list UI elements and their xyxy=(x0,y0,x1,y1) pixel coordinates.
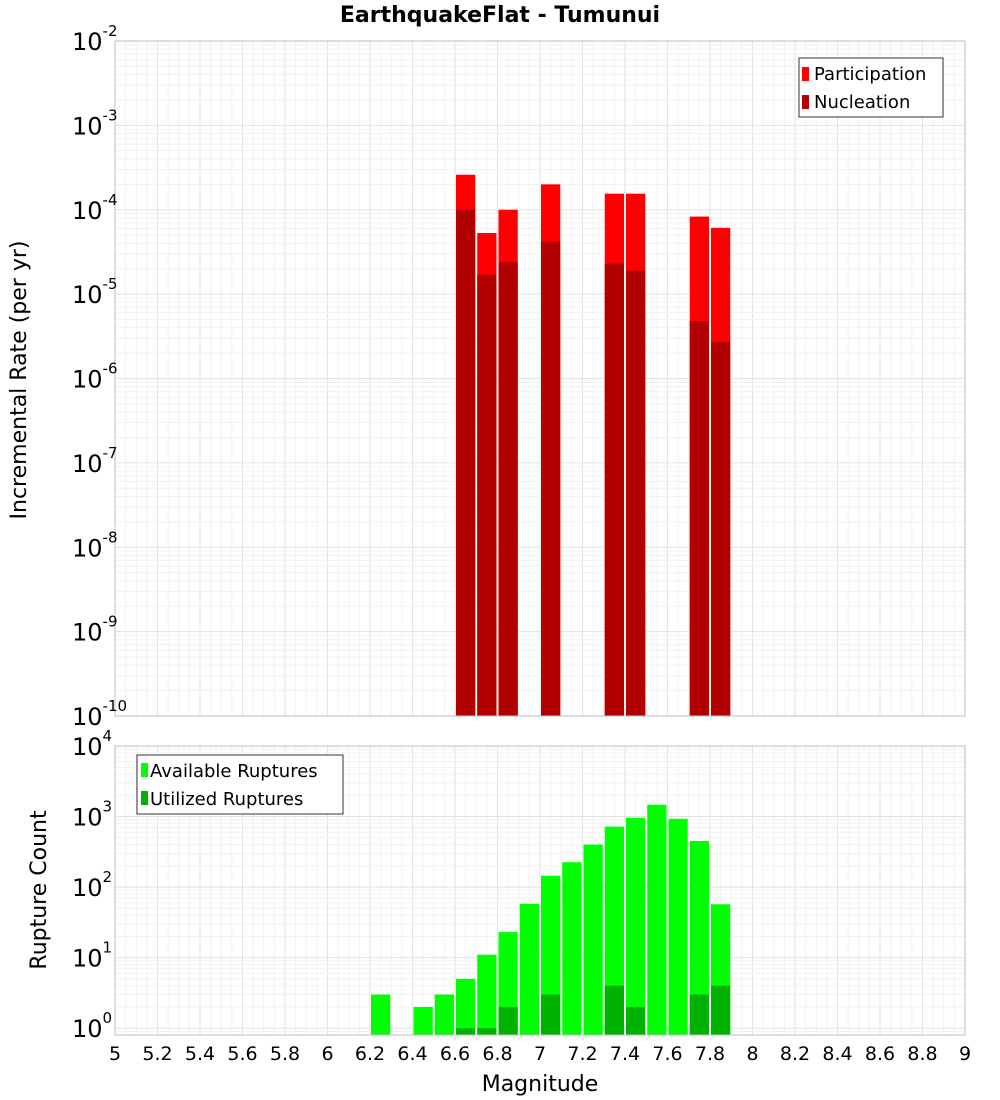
x-tick-label: 8 xyxy=(746,1043,758,1065)
y-tick-label: 103 xyxy=(72,798,112,832)
bar-utilized xyxy=(689,994,709,1035)
x-tick-label: 8.8 xyxy=(907,1043,937,1065)
bar-available xyxy=(583,844,603,1035)
y-tick-label: 10-4 xyxy=(72,191,118,225)
x-tick-label: 9 xyxy=(959,1043,971,1065)
x-tick-label: 8.2 xyxy=(780,1043,810,1065)
bar-utilized xyxy=(456,1028,476,1035)
bar-available xyxy=(647,804,667,1035)
chart-title: EarthquakeFlat - Tumunui xyxy=(340,3,660,28)
bar-nucleation xyxy=(456,209,476,716)
bar-available xyxy=(519,903,539,1035)
rate-legend: Participation Nucleation xyxy=(798,57,944,118)
x-tick-label: 5 xyxy=(109,1043,121,1065)
bar-utilized xyxy=(711,985,731,1035)
bar-available xyxy=(668,818,688,1035)
bar-utilized xyxy=(626,1006,646,1035)
y-tick-label: 104 xyxy=(72,727,112,761)
bar-utilized xyxy=(541,994,561,1035)
legend-label-available: Available Ruptures xyxy=(150,761,318,782)
legend-label-participation: Participation xyxy=(814,64,926,85)
y-tick-label: 10-3 xyxy=(72,106,118,140)
bar-nucleation xyxy=(604,263,624,716)
bar-available xyxy=(413,1006,433,1035)
y-tick-label: 10-2 xyxy=(72,22,118,56)
y-tick-label: 10-7 xyxy=(72,444,118,478)
bar-nucleation xyxy=(689,321,709,716)
bar-utilized xyxy=(477,1028,497,1035)
bar-nucleation xyxy=(541,241,561,717)
x-tick-label: 6.4 xyxy=(397,1043,427,1065)
x-tick-label: 8.4 xyxy=(822,1043,852,1065)
bar-available xyxy=(371,994,391,1035)
x-tick-label: 8.6 xyxy=(865,1043,895,1065)
count-y-ticks: 100 101 102 103 104 xyxy=(72,727,112,1043)
y-tick-label: 100 xyxy=(72,1009,112,1043)
y-tick-label: 101 xyxy=(72,939,112,973)
y-tick-label: 10-9 xyxy=(72,613,118,647)
rate-legend-box xyxy=(798,57,944,118)
count-plot-frame xyxy=(114,745,966,1036)
bar-nucleation xyxy=(626,270,646,716)
bar-nucleation xyxy=(711,342,731,716)
y-tick-label: 10-5 xyxy=(72,275,118,309)
x-tick-label: 5.8 xyxy=(270,1043,300,1065)
x-tick-label: 6.6 xyxy=(440,1043,470,1065)
x-tick-label: 7.6 xyxy=(652,1043,682,1065)
rate-panel: 10-10 10-9 10-8 10-7 10-6 10-5 10-4 10-3 10-2 In… xyxy=(7,22,966,731)
bar-available xyxy=(626,817,646,1035)
x-axis-label: Magnitude xyxy=(482,1072,599,1097)
rate-bars xyxy=(456,174,731,717)
x-tick-label: 6.2 xyxy=(355,1043,385,1065)
y-tick-label: 10-6 xyxy=(72,360,118,394)
x-tick-label: 6.8 xyxy=(482,1043,512,1065)
bar-available xyxy=(434,994,454,1035)
count-y-axis-label: Rupture Count xyxy=(27,810,52,970)
bar-available xyxy=(689,841,709,1035)
x-tick-label: 5.2 xyxy=(142,1043,172,1065)
legend-swatch-utilized xyxy=(141,791,148,805)
legend-swatch-participation xyxy=(802,67,809,81)
legend-label-utilized: Utilized Ruptures xyxy=(150,789,303,810)
legend-swatch-nucleation xyxy=(802,95,809,109)
count-legend-box xyxy=(136,754,344,815)
bar-nucleation xyxy=(477,274,497,716)
y-tick-label: 102 xyxy=(72,868,112,902)
legend-swatch-available xyxy=(141,763,148,777)
y-tick-label: 10-10 xyxy=(72,697,127,731)
count-panel: 100 101 102 103 104 5 5.2 5.4 5.6 5.8 6 6.2 6.4 6.6 6… xyxy=(27,727,971,1097)
count-bars xyxy=(371,804,731,1035)
bar-nucleation xyxy=(498,262,518,716)
bar-utilized xyxy=(498,1006,518,1035)
x-tick-labels: 5 5.2 5.4 5.6 5.8 6 6.2 6.4 6.6 6.8 7 7.2 7.4 7.6 7.8 8… xyxy=(109,1043,971,1065)
x-tick-label: 5.4 xyxy=(185,1043,215,1065)
x-tick-label: 7.8 xyxy=(695,1043,725,1065)
rate-grid xyxy=(114,40,966,717)
x-tick-label: 7.2 xyxy=(567,1043,597,1065)
rate-plot-frame xyxy=(114,40,966,717)
bar-available xyxy=(562,862,582,1035)
bar-available xyxy=(456,978,476,1035)
rate-y-ticks: 10-10 10-9 10-8 10-7 10-6 10-5 10-4 10-3 10-2 xyxy=(72,22,127,731)
y-tick-label: 10-8 xyxy=(72,528,118,562)
x-tick-label: 7 xyxy=(534,1043,546,1065)
x-tick-label: 7.4 xyxy=(610,1043,640,1065)
bar-utilized xyxy=(604,985,624,1035)
rate-y-axis-label: Incremental Rate (per yr) xyxy=(7,241,32,520)
count-legend: Available Ruptures Utilized Ruptures xyxy=(136,754,344,815)
legend-label-nucleation: Nucleation xyxy=(814,92,910,113)
bar-available xyxy=(477,954,497,1035)
bar-available xyxy=(604,826,624,1035)
x-tick-label: 6 xyxy=(321,1043,333,1065)
x-tick-label: 5.6 xyxy=(227,1043,257,1065)
